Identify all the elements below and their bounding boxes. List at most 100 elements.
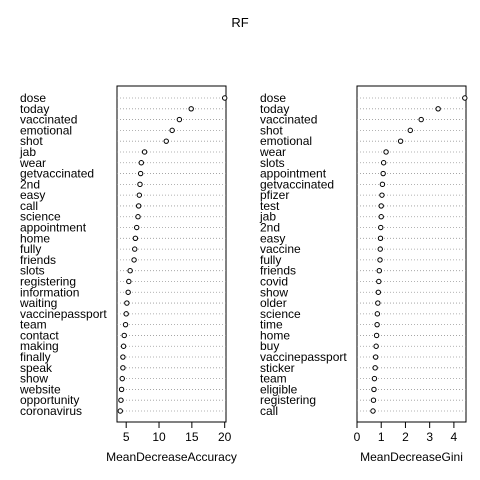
category-label: home — [260, 328, 290, 342]
data-point — [135, 214, 141, 220]
x-tick-label: 2 — [402, 430, 409, 444]
data-point — [188, 106, 194, 112]
category-label: team — [20, 318, 47, 332]
category-label: information — [20, 285, 79, 299]
category-label: call — [260, 404, 278, 418]
category-label: vaccinated — [260, 113, 317, 127]
data-point — [126, 278, 132, 285]
data-point — [377, 257, 383, 263]
category-label: friends — [20, 253, 56, 267]
category-label: wear — [19, 156, 46, 170]
category-label: speak — [20, 361, 53, 375]
data-point — [136, 192, 143, 198]
category-label: making — [20, 339, 59, 353]
data-point — [371, 386, 377, 393]
category-label: website — [19, 382, 61, 396]
category-label: buy — [260, 339, 279, 353]
data-point — [407, 127, 413, 134]
data-point — [372, 354, 379, 360]
data-point — [221, 95, 228, 101]
x-tick-label: 5 — [123, 430, 130, 444]
data-point — [124, 300, 130, 306]
data-point — [374, 321, 380, 328]
category-label: dose — [20, 91, 46, 105]
category-label: getvaccinated — [20, 167, 94, 181]
data-point — [125, 289, 131, 295]
category-label: show — [260, 285, 288, 299]
data-point — [117, 408, 123, 414]
x-tick-label: 20 — [218, 430, 232, 444]
data-point — [418, 116, 424, 123]
panel-2: dosetodayvaccinatedshotemotionalwearslot… — [259, 85, 468, 464]
data-point — [176, 116, 183, 123]
category-label: appointment — [20, 221, 87, 235]
x-axis-title: MeanDecreaseGini — [360, 450, 463, 464]
data-point — [372, 365, 378, 371]
category-label: finally — [20, 350, 51, 364]
category-label: eligible — [260, 382, 298, 396]
category-label: slots — [20, 264, 45, 278]
category-label: sticker — [260, 361, 295, 375]
data-point — [380, 160, 387, 166]
category-label: vaccinated — [20, 113, 77, 127]
category-label: science — [20, 210, 61, 224]
category-label: registering — [20, 274, 76, 288]
category-label: friends — [260, 264, 296, 278]
category-label: vaccinepassport — [260, 350, 347, 364]
category-label: shot — [20, 134, 43, 148]
category-label: easy — [260, 231, 285, 245]
category-label: vaccine — [260, 242, 301, 256]
category-label: opportunity — [20, 393, 79, 407]
data-point — [375, 300, 381, 306]
data-point — [379, 192, 385, 198]
data-point — [127, 267, 133, 274]
data-point — [120, 354, 126, 360]
category-label: today — [20, 102, 49, 116]
data-point — [118, 386, 125, 393]
category-label: easy — [20, 188, 45, 202]
x-tick-label: 15 — [185, 430, 199, 444]
category-label: covid — [260, 274, 288, 288]
data-point — [137, 170, 144, 177]
data-point — [462, 95, 468, 101]
data-point — [135, 203, 142, 209]
category-label: emotional — [20, 123, 72, 137]
panel-1: dosetodayvaccinatedemotionalshotjabwearg… — [19, 85, 237, 464]
data-point — [380, 170, 386, 177]
data-point — [373, 343, 379, 349]
data-point — [120, 343, 127, 349]
data-point — [371, 375, 378, 382]
data-point — [378, 214, 384, 220]
category-label: appointment — [260, 167, 327, 181]
data-point — [141, 149, 148, 155]
chart-title: RF — [231, 15, 248, 30]
data-point — [131, 257, 137, 263]
x-axis-title: MeanDecreaseAccuracy — [106, 450, 237, 464]
data-point — [376, 267, 382, 274]
category-label: wear — [259, 145, 286, 159]
category-label: shot — [260, 123, 283, 137]
category-label: show — [20, 372, 48, 386]
category-label: time — [260, 318, 283, 332]
data-point — [163, 138, 169, 144]
data-point — [118, 397, 124, 403]
category-label: home — [20, 231, 50, 245]
category-label: emotional — [260, 134, 312, 148]
category-label: jab — [259, 210, 276, 224]
data-point — [121, 332, 127, 339]
data-point — [123, 311, 129, 317]
data-point — [397, 138, 404, 144]
data-point — [138, 160, 144, 166]
data-point — [379, 181, 386, 188]
category-label: 2nd — [20, 177, 40, 191]
data-point — [137, 181, 143, 188]
x-tick-label: 3 — [426, 430, 433, 444]
category-label: slots — [260, 156, 285, 170]
data-point — [383, 149, 389, 155]
x-tick-label: 4 — [451, 430, 458, 444]
category-label: test — [260, 199, 280, 213]
data-point — [377, 235, 384, 242]
category-label: older — [260, 296, 287, 310]
category-label: fully — [260, 253, 281, 267]
